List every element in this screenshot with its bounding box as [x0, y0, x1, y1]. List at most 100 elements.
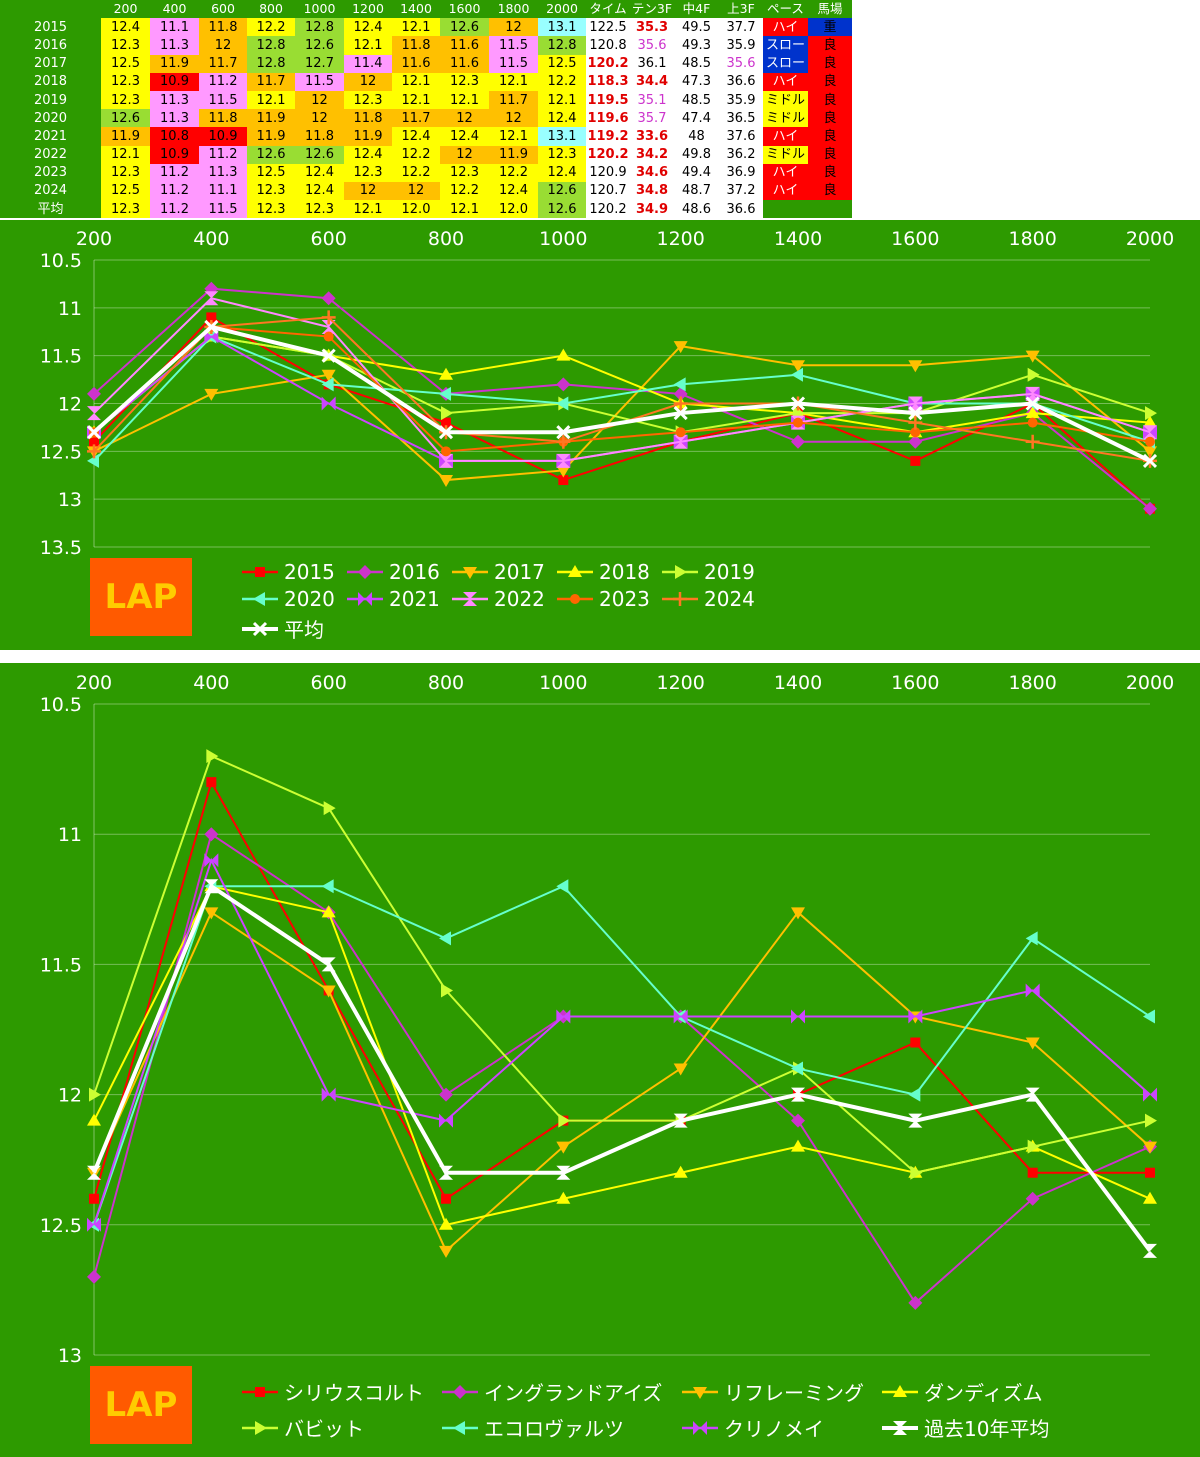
x-tick-label: 1400	[774, 672, 822, 694]
column-header: 1200	[344, 0, 392, 19]
lap-cell: 12.3	[440, 163, 489, 182]
mid4f-cell: 48	[674, 127, 719, 146]
y-tick-label: 12	[58, 394, 82, 416]
chart1-svg: 10.5 11 11.5 12 12.5 13 13.5 200 400 600 800 1000 12…	[40, 228, 1174, 559]
lap-cell: 12.2	[392, 163, 440, 182]
point-marker	[556, 1191, 571, 1204]
lap-cell: 11.3	[150, 109, 199, 128]
point-marker	[1145, 1113, 1157, 1128]
lap-cell: 10.8	[150, 127, 199, 146]
mid4f-cell: 49.4	[674, 163, 719, 182]
point-marker	[446, 1113, 453, 1128]
point-marker	[1025, 1094, 1040, 1102]
table-row: 2017 12.5 11.9 11.7 12.8 12.7 11.4 11.6 11.6 11.5…	[0, 54, 852, 73]
point-marker	[255, 567, 265, 577]
point-marker	[1025, 350, 1040, 363]
point-marker	[1145, 1167, 1155, 1178]
mid4f-cell: 48.6	[674, 200, 719, 219]
legend-swatch	[242, 1386, 278, 1397]
point-marker	[1025, 386, 1040, 394]
ten3f-cell: 35.1	[630, 90, 674, 110]
point-marker	[791, 1139, 805, 1152]
track-cell: 良	[808, 127, 852, 146]
lap-cell: 12.1	[392, 90, 440, 110]
lap-cell: 12	[344, 181, 392, 201]
agari3f-cell: 35.6	[719, 54, 763, 73]
pace-cell: ハイ	[763, 18, 808, 37]
lap-cell: 12.6	[538, 181, 586, 201]
ten3f-cell: 34.6	[630, 163, 674, 182]
lap-table-past-10-years: 200 400 600 800 1000 1200 1400 1600 1800 2000 タイムテ…	[0, 0, 852, 219]
point-marker	[1027, 1167, 1038, 1178]
legend-swatch	[242, 621, 278, 636]
point-marker	[908, 1295, 923, 1310]
time-cell: 119.6	[586, 109, 630, 128]
lap-cell: 12.6	[295, 145, 344, 164]
lap-cell: 12.1	[440, 90, 489, 110]
point-marker	[87, 1113, 101, 1126]
point-marker	[441, 1193, 451, 1204]
lap-cell: 12.7	[295, 54, 344, 73]
column-header: 中4F	[674, 0, 719, 19]
lap-cell: 12.1	[344, 36, 392, 55]
legend-label: イングランドアイズ	[484, 1381, 663, 1405]
table-row: 2023 12.3 11.2 11.3 12.5 12.4 12.3 12.2 12.3 12.2…	[0, 163, 852, 182]
point-marker	[204, 907, 219, 920]
series-2016	[87, 281, 1157, 516]
column-header: タイム	[586, 0, 630, 19]
lap-cell: 12.5	[101, 181, 150, 201]
column-header: 600	[199, 0, 247, 19]
point-marker	[673, 592, 687, 606]
table-row: 2019 12.3 11.3 11.5 12.1 12 12.3 12.1 12.1 11.7 12…	[0, 90, 852, 110]
point-marker	[908, 396, 923, 404]
legend-swatch	[882, 1384, 918, 1397]
lap-cell: 11.2	[150, 163, 199, 182]
time-cell: 120.2	[586, 145, 630, 164]
lap-cell: 12.3	[101, 36, 150, 55]
x-tick-label: 1200	[656, 228, 704, 250]
point-marker	[1032, 983, 1040, 998]
point-marker	[87, 386, 101, 401]
point-marker	[204, 319, 219, 335]
lap-cell: 11.7	[247, 72, 295, 91]
legend-swatch	[347, 592, 383, 606]
legend-item: 2015	[240, 560, 335, 584]
lap-cell: 12.4	[440, 127, 489, 146]
point-marker	[441, 417, 451, 428]
column-header: 800	[247, 0, 295, 19]
legend-label: 過去10年平均	[924, 1417, 1050, 1441]
point-marker	[328, 396, 336, 411]
row-label: 2023	[0, 163, 101, 182]
point-marker	[252, 621, 268, 636]
point-marker	[558, 475, 569, 486]
time-cell: 120.8	[586, 36, 630, 55]
lap-cell: 11.1	[199, 181, 247, 201]
point-marker	[1027, 367, 1040, 382]
lap-cell: 11.6	[392, 54, 440, 73]
lap-cell: 11.7	[489, 90, 538, 110]
lap-cell: 12.4	[392, 127, 440, 146]
point-marker	[570, 594, 580, 604]
point-marker	[204, 388, 219, 401]
point-marker	[556, 425, 571, 440]
legend-swatch	[662, 565, 698, 579]
point-marker	[673, 406, 688, 421]
legend-swatch	[557, 565, 593, 577]
point-marker	[1142, 453, 1158, 468]
point-marker	[791, 907, 805, 920]
pace-cell: ハイ	[763, 72, 808, 91]
lap-cell: 11.3	[150, 90, 199, 110]
y-tick-label: 12.5	[40, 1215, 82, 1237]
column-header: 2000	[538, 0, 586, 19]
y-tick-label: 11.5	[40, 346, 82, 368]
pace-cell	[763, 200, 808, 219]
point-marker	[793, 417, 803, 428]
point-marker	[908, 360, 923, 373]
point-marker	[1150, 425, 1157, 440]
legend-label: 2015	[284, 560, 335, 584]
point-marker	[365, 592, 372, 606]
legend-label: シリウスコルト	[284, 1381, 424, 1405]
lap-cell: 12	[199, 36, 247, 55]
lap-cell: 12.5	[247, 163, 295, 182]
lap-cell: 11.1	[150, 18, 199, 37]
